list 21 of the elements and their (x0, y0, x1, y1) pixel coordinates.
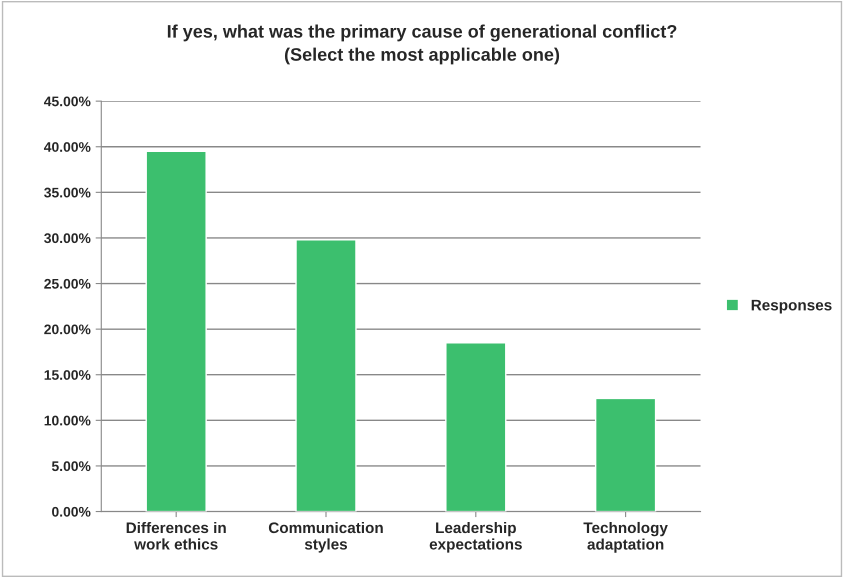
bar (594, 398, 656, 512)
y-tick-label: 35.00% (44, 188, 90, 198)
bar (146, 150, 207, 512)
bar (295, 239, 357, 512)
bar (445, 342, 506, 512)
y-tick-label: 20.00% (44, 324, 90, 334)
y-tick-label: 40.00% (44, 142, 90, 152)
y-tick-label: 30.00% (44, 233, 90, 244)
y-tick-label: 0.00% (52, 506, 90, 517)
y-tick-label: 5.00% (52, 461, 90, 472)
x-tick-label: Communication styles (268, 522, 383, 553)
y-tick-label: 15.00% (44, 370, 90, 380)
chart-subtitle: (Select the most applicable one) (284, 48, 560, 64)
chart-title: If yes, what was the primary cause of generational conflict? (168, 24, 676, 42)
y-tick-label: 25.00% (44, 278, 90, 289)
x-tick-label: Differences in work ethics (126, 522, 226, 550)
x-tick-label: Technology adaptation (583, 522, 668, 553)
x-tick-label: Leadership expectations (430, 522, 522, 553)
y-tick-label: 45.00% (44, 96, 90, 106)
y-tick-label: 10.00% (44, 416, 90, 426)
legend-label: Responses (752, 300, 832, 314)
